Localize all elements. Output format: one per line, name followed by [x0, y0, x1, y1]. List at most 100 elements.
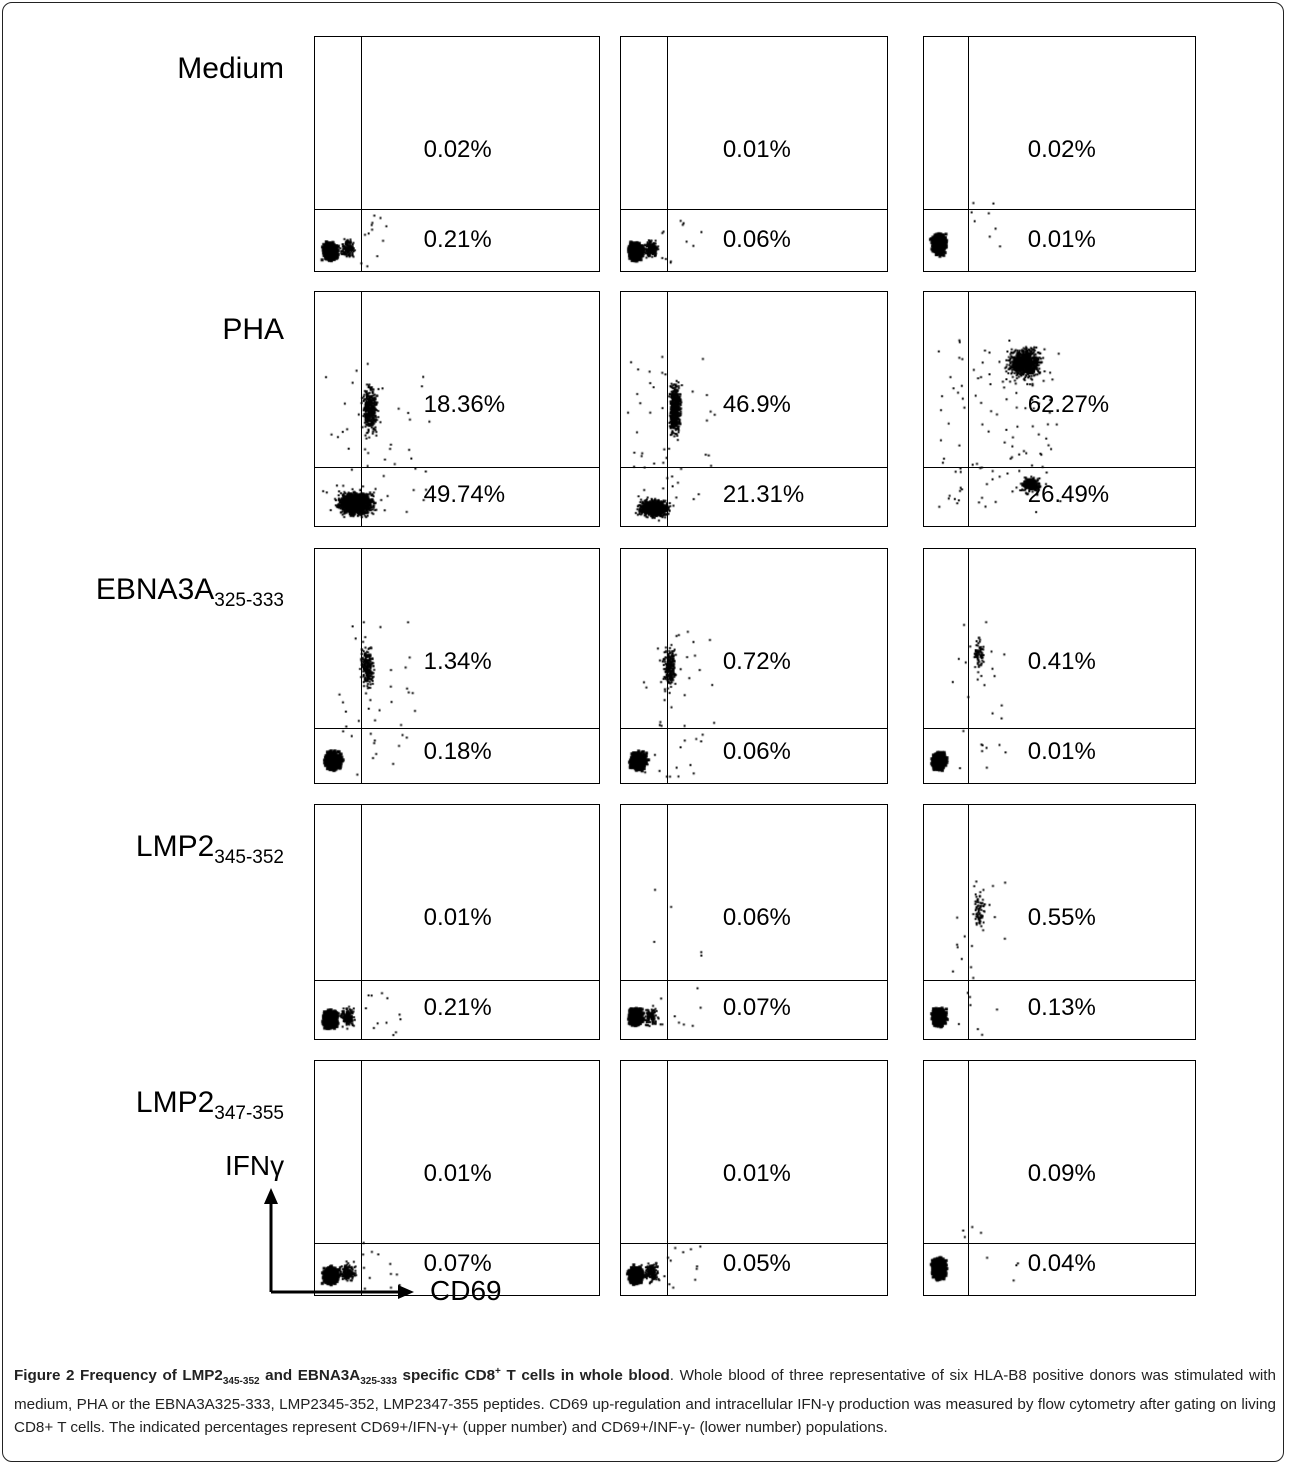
upper-percentage: 0.41% [1027, 648, 1096, 676]
ifng-gate-line [315, 728, 599, 730]
facs-panel: 18.36% 49.74% [314, 291, 600, 527]
event-dots [924, 805, 1195, 1039]
condition-label: PHA [222, 313, 284, 346]
ifng-gate-line [315, 209, 599, 211]
facs-panel: 0.09% 0.04% [923, 1060, 1196, 1296]
upper-percentage: 18.36% [423, 391, 506, 419]
cd69-gate-line [360, 1061, 362, 1295]
event-dots [315, 292, 599, 526]
event-dots [924, 292, 1195, 526]
event-dots [924, 549, 1195, 783]
facs-panel: 62.27% 26.49% [923, 291, 1196, 527]
lower-percentage: 0.06% [722, 737, 791, 765]
ifng-gate-line [924, 466, 1195, 468]
upper-percentage: 0.02% [423, 136, 492, 164]
upper-percentage: 0.01% [423, 1160, 492, 1188]
caption-body: Whole blood of three representative of s… [14, 1367, 1276, 1437]
ifng-gate-line [621, 209, 887, 211]
upper-percentage: 0.72% [722, 648, 791, 676]
event-dots [621, 292, 887, 526]
ifng-gate-line [621, 728, 887, 730]
event-dots [621, 805, 887, 1039]
lower-percentage: 0.01% [1027, 225, 1096, 253]
ifng-gate-line [621, 1242, 887, 1244]
event-dots [315, 549, 599, 783]
lower-percentage: 0.07% [423, 1249, 492, 1277]
cd69-gate-line [360, 37, 362, 271]
cd69-gate-line [360, 805, 362, 1039]
lower-percentage: 0.05% [722, 1249, 791, 1277]
cd69-gate-line [666, 37, 668, 271]
lower-percentage: 21.31% [722, 480, 805, 508]
event-dots [621, 549, 887, 783]
upper-percentage: 0.09% [1027, 1160, 1096, 1188]
ifng-gate-line [315, 979, 599, 981]
lower-percentage: 49.74% [423, 480, 506, 508]
condition-label: EBNA3A325-333 [95, 573, 284, 611]
cd69-gate-line [666, 1061, 668, 1295]
caption-figure-number: Figure 2 [14, 1367, 75, 1385]
event-dots [621, 37, 887, 271]
ifng-gate-line [924, 1242, 1195, 1244]
ifng-gate-line [621, 979, 887, 981]
upper-percentage: 1.34% [423, 648, 492, 676]
x-axis-label: CD69 [430, 1275, 502, 1306]
condition-label: Medium [177, 52, 284, 85]
cd69-gate-line [360, 292, 362, 526]
upper-percentage: 0.55% [1027, 904, 1096, 932]
condition-label: LMP2347-355 [135, 1086, 284, 1124]
lower-percentage: 0.21% [423, 993, 492, 1021]
ifng-gate-line [924, 209, 1195, 211]
axis-arrows [264, 1188, 414, 1299]
facs-panel: 0.01% 0.05% [620, 1060, 888, 1296]
cd69-gate-line [967, 549, 969, 783]
event-dots [924, 1061, 1195, 1295]
lower-percentage: 0.06% [722, 225, 791, 253]
upper-percentage: 46.9% [722, 391, 791, 419]
upper-percentage: 0.06% [722, 904, 791, 932]
cd69-gate-line [666, 292, 668, 526]
cd69-gate-line [360, 549, 362, 783]
facs-panel: 0.02% 0.21% [314, 36, 600, 272]
lower-percentage: 0.13% [1027, 993, 1096, 1021]
ifng-gate-line [621, 466, 887, 468]
facs-panel: 0.02% 0.01% [923, 36, 1196, 272]
cd69-gate-line [967, 805, 969, 1039]
facs-panel: 0.55% 0.13% [923, 804, 1196, 1040]
cd69-gate-line [967, 292, 969, 526]
lower-percentage: 0.01% [1027, 737, 1096, 765]
ifng-gate-line [315, 1242, 599, 1244]
facs-panel: 0.01% 0.21% [314, 804, 600, 1040]
upper-percentage: 0.02% [1027, 136, 1096, 164]
upper-percentage: 62.27% [1027, 391, 1110, 419]
upper-percentage: 0.01% [423, 904, 492, 932]
cd69-gate-line [666, 805, 668, 1039]
upper-percentage: 0.01% [722, 1160, 791, 1188]
event-dots [315, 1061, 599, 1295]
event-dots [315, 805, 599, 1039]
lower-percentage: 0.21% [423, 225, 492, 253]
facs-panel: 0.01% 0.07% [314, 1060, 600, 1296]
condition-label: LMP2345-352 [135, 830, 284, 868]
lower-percentage: 0.07% [722, 993, 791, 1021]
facs-panel: 0.01% 0.06% [620, 36, 888, 272]
upper-percentage: 0.01% [722, 136, 791, 164]
ifng-gate-line [924, 979, 1195, 981]
cd69-gate-line [967, 37, 969, 271]
ifng-gate-line [924, 728, 1195, 730]
event-dots [924, 37, 1195, 271]
facs-panel: 0.06% 0.07% [620, 804, 888, 1040]
caption-title: Frequency of LMP2345-352 and EBNA3A325-3… [80, 1366, 670, 1388]
facs-panel: 0.72% 0.06% [620, 548, 888, 784]
y-axis-label: IFNγ [225, 1150, 285, 1181]
facs-panel: 0.41% 0.01% [923, 548, 1196, 784]
facs-panel: 46.9% 21.31% [620, 291, 888, 527]
cd69-gate-line [666, 549, 668, 783]
cd69-gate-line [967, 1061, 969, 1295]
ifng-gate-line [315, 466, 599, 468]
figure-caption: Figure 2 Frequency of LMP2345-352 and EB… [14, 1366, 1276, 1437]
lower-percentage: 0.04% [1027, 1249, 1096, 1277]
facs-panel: 1.34% 0.18% [314, 548, 600, 784]
event-dots [621, 1061, 887, 1295]
